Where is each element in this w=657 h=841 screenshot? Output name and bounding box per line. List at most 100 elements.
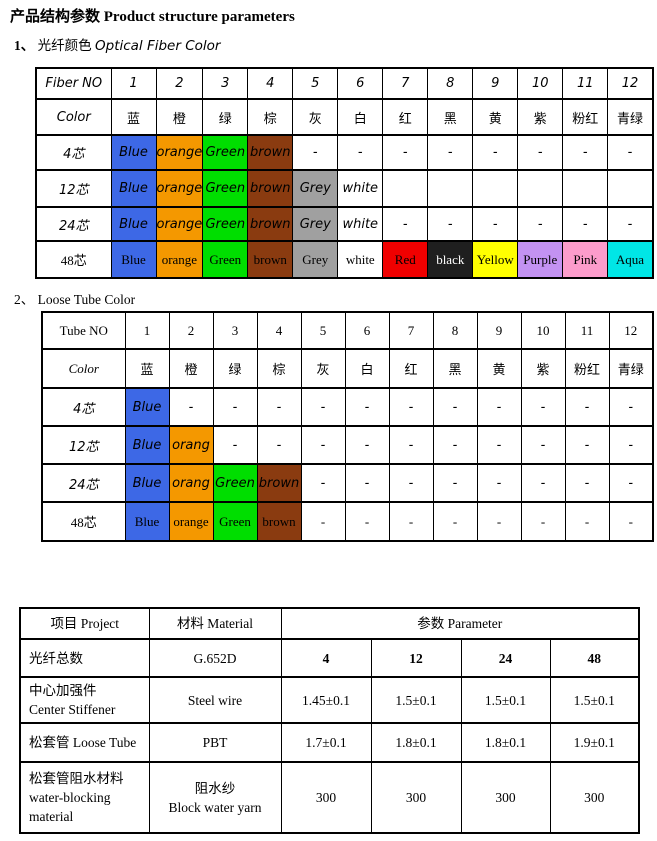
param-value-cell: 1.5±0.1	[549, 676, 640, 724]
number-header-row: Fiber NO 1 2 3 4 5 6 7 8 9 10 11 12	[35, 67, 654, 100]
dash-cell: -	[256, 425, 302, 465]
param-value-cell: 24	[460, 638, 551, 678]
param-material-cell: G.652D	[148, 638, 282, 678]
column-number: 10	[520, 311, 566, 350]
dash-cell: -	[168, 387, 214, 427]
dash-cell: -	[300, 387, 346, 427]
dash-cell: -	[476, 463, 522, 503]
row-label: 12芯	[35, 169, 112, 208]
color-row-label: Color	[41, 348, 126, 389]
column-number: 4	[247, 67, 294, 100]
color-cell-yellow: Yellow	[472, 240, 519, 279]
color-name-zh: 白	[337, 98, 384, 136]
color-name-zh: 蓝	[110, 98, 157, 136]
color-name-zh: 黑	[432, 348, 478, 389]
dash-cell: -	[520, 425, 566, 465]
dash-cell: -	[472, 134, 519, 171]
color-cell-blue: Blue	[110, 169, 157, 208]
column-number: 5	[292, 67, 339, 100]
section2-number: 2、	[14, 292, 35, 307]
color-cell-purple: Purple	[517, 240, 564, 279]
section1-label-zh: 光纤颜色	[37, 38, 95, 53]
empty-cell	[472, 169, 519, 208]
color-cell-green: Green	[202, 206, 249, 242]
dash-cell: -	[300, 463, 346, 503]
color-cell-blue: Blue	[124, 501, 170, 542]
column-number: 9	[476, 311, 522, 350]
color-name-zh: 粉红	[562, 98, 609, 136]
param-project-cell: 松套管阻水材料 water-blocking material	[19, 761, 150, 834]
row-label: 48芯	[35, 240, 112, 279]
dash-cell: -	[562, 134, 609, 171]
corner-label: Fiber NO	[35, 67, 112, 100]
empty-cell	[517, 169, 564, 208]
color-row-label: Color	[35, 98, 112, 136]
dash-cell: -	[517, 134, 564, 171]
color-cell-pink: Pink	[562, 240, 609, 279]
color-cell-orange: orang	[168, 425, 214, 465]
color-name-zh: 紫	[517, 98, 564, 136]
color-name-zh: 橙	[168, 348, 214, 389]
dash-cell: -	[564, 501, 610, 542]
column-number: 12	[608, 311, 654, 350]
dash-cell: -	[382, 134, 429, 171]
section2-label: Loose Tube Color	[37, 292, 136, 307]
color-name-zh: 棕	[247, 98, 294, 136]
param-row: 松套管 Loose Tube PBT 1.7±0.1 1.8±0.1 1.8±0.1 1.…	[19, 722, 640, 763]
row-label: 4芯	[41, 387, 126, 427]
column-number: 8	[427, 67, 474, 100]
empty-cell	[607, 169, 654, 208]
dash-cell: -	[344, 387, 390, 427]
color-name-zh: 棕	[256, 348, 302, 389]
dash-cell: -	[607, 206, 654, 242]
page-title-en: Product structure parameters	[100, 9, 295, 25]
dash-cell: -	[607, 134, 654, 171]
color-name-zh: 绿	[212, 348, 258, 389]
dash-cell: -	[344, 501, 390, 542]
color-cell-orange: orange	[155, 240, 204, 279]
column-number: 11	[562, 67, 609, 100]
color-cell-brown: brown	[247, 134, 294, 171]
color-cell-green: Green	[212, 463, 258, 503]
color-cell-brown: brown	[256, 463, 302, 503]
color-name-zh: 白	[344, 348, 390, 389]
param-row: 光纤总数 G.652D 4 12 24 48	[19, 638, 640, 678]
dash-cell: -	[608, 425, 654, 465]
data-row: 12芯 Blue orang - - - - - - - - - -	[41, 425, 654, 465]
color-name-zh: 黑	[427, 98, 474, 136]
color-cell-grey: Grey	[292, 169, 339, 208]
empty-cell	[382, 169, 429, 208]
dash-cell: -	[608, 463, 654, 503]
header-project: 项目 Project	[19, 607, 150, 640]
color-name-zh: 橙	[155, 98, 204, 136]
color-name-zh: 黄	[476, 348, 522, 389]
param-material-cell: 阻水纱 Block water yarn	[148, 761, 282, 834]
color-name-row: Color 蓝橙绿棕灰白红黑黄紫粉红 青绿	[41, 348, 654, 389]
color-name-zh: 绿	[202, 98, 249, 136]
color-cell-aqua: Aqua	[607, 240, 654, 279]
color-cell-blue: Blue	[124, 387, 170, 427]
dash-cell: -	[382, 206, 429, 242]
color-cell-blue: Blue	[110, 134, 157, 171]
color-name-zh: 青绿	[608, 348, 654, 389]
color-cell-blue: Blue	[124, 463, 170, 503]
color-cell-red: Red	[382, 240, 429, 279]
color-name-zh: 红	[382, 98, 429, 136]
parameters-table: 项目 Project 材料 Material 参数 Parameter 光纤总数 G.6…	[19, 607, 640, 834]
dash-cell: -	[256, 387, 302, 427]
color-cell-orange: orange	[168, 501, 214, 542]
color-cell-orange: orange	[155, 134, 204, 171]
color-name-zh: 粉红	[564, 348, 610, 389]
data-row: 4芯 Blue orange Green brown - - - - - - - -	[35, 134, 654, 171]
color-name-zh: 蓝	[124, 348, 170, 389]
column-number: 9	[472, 67, 519, 100]
section1-number: 1、	[14, 38, 35, 53]
column-number: 7	[382, 67, 429, 100]
data-row: 24芯 Blue orange Green brown Grey white - - - - - -	[35, 206, 654, 242]
color-cell-brown: brown	[247, 169, 294, 208]
dash-cell: -	[564, 387, 610, 427]
data-row: 48芯 Blue orange Green brown Grey white Red black…	[35, 240, 654, 279]
column-number: 4	[256, 311, 302, 350]
dash-cell: -	[344, 463, 390, 503]
